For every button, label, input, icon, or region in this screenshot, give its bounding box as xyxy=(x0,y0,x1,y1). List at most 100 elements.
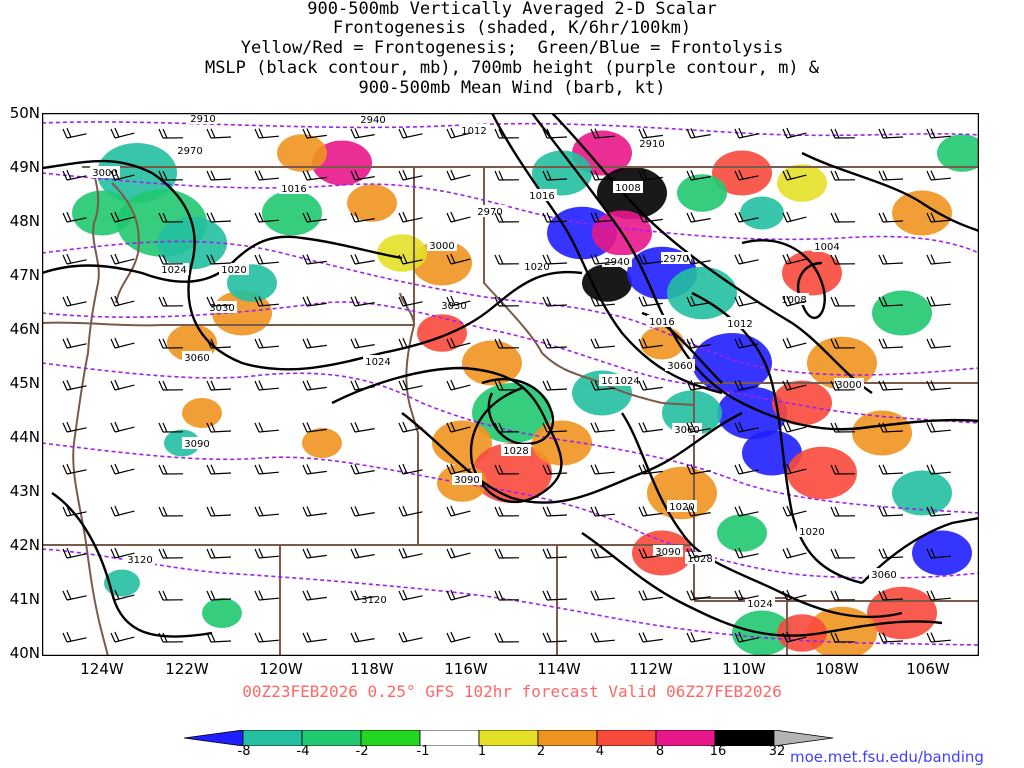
wind-barb xyxy=(638,548,663,559)
wind-barb xyxy=(62,211,87,223)
wind-barb xyxy=(62,421,87,433)
height-label-bg xyxy=(427,239,457,251)
wind-barb xyxy=(542,254,568,265)
wind-barb xyxy=(206,422,232,433)
wind-barb xyxy=(494,632,520,643)
coastline xyxy=(72,166,109,656)
wind-barb xyxy=(350,632,375,643)
wind-barb xyxy=(350,380,375,391)
shading-cell xyxy=(787,446,857,500)
wind-barb xyxy=(446,631,471,643)
shading-cell xyxy=(417,314,467,352)
wind-barb xyxy=(830,632,856,643)
mslp-label: 1016 xyxy=(529,191,554,202)
wind-barb xyxy=(494,380,520,391)
wind-barb xyxy=(158,380,184,391)
wind-barb xyxy=(590,506,615,517)
mslp-label-bg xyxy=(459,124,489,136)
wind-barb xyxy=(926,632,951,643)
height-label: 3000 xyxy=(92,168,117,179)
wind-barb xyxy=(62,589,87,601)
wind-barb xyxy=(878,128,904,139)
wind-barb xyxy=(350,422,375,433)
wind-barb xyxy=(350,170,375,181)
wind-barb xyxy=(254,380,279,391)
wind-barb xyxy=(158,296,184,307)
wind-barb xyxy=(782,211,807,223)
wind-barb xyxy=(446,295,471,307)
height-label: 2910 xyxy=(639,139,664,150)
wind-barb xyxy=(350,590,375,601)
wind-barb xyxy=(782,379,807,391)
wind-barb xyxy=(494,170,520,181)
lat-label-43n: 43N xyxy=(9,482,40,500)
wind-barb xyxy=(62,463,87,475)
wind-barb xyxy=(782,547,807,559)
wind-barb xyxy=(590,170,615,181)
height-label-bg xyxy=(188,113,218,124)
wind-barb xyxy=(830,296,856,307)
wind-barb xyxy=(206,254,232,265)
wind-barb xyxy=(398,169,423,181)
wind-barb xyxy=(494,212,520,223)
wind-barb xyxy=(686,296,711,307)
wind-barb xyxy=(734,379,759,391)
wind-barb xyxy=(686,170,711,181)
wind-barb xyxy=(494,128,520,139)
wind-barb xyxy=(686,254,711,265)
wind-barb xyxy=(878,296,904,307)
wind-barb xyxy=(638,254,663,265)
source-url[interactable]: moe.met.fsu.edu/banding xyxy=(790,748,984,766)
height-label: 3060 xyxy=(667,361,692,372)
mslp-label: 1004 xyxy=(814,242,839,253)
mslp-label: 1008 xyxy=(615,183,640,194)
lon-label-118w: 118W xyxy=(350,660,394,678)
id-mt-border xyxy=(483,167,695,406)
wind-barb xyxy=(62,379,87,391)
wind-barb xyxy=(254,128,279,139)
frontogenesis-colorbar xyxy=(184,730,834,746)
wind-barb xyxy=(830,212,856,223)
mslp-label-bg xyxy=(522,260,552,272)
colorbar-label-minus4: -4 xyxy=(296,744,310,759)
wind-barb xyxy=(542,170,568,181)
wind-barb xyxy=(158,590,184,601)
wind-barb xyxy=(302,590,327,601)
shading-cell xyxy=(852,410,912,456)
height-label: 3000 xyxy=(429,241,454,252)
lat-label-45n: 45N xyxy=(9,374,40,392)
wind-barb xyxy=(782,127,807,139)
wind-barb xyxy=(878,212,904,223)
wind-barb xyxy=(590,380,615,391)
height-label-bg xyxy=(175,144,205,156)
wind-barb xyxy=(446,169,471,181)
shading-cell xyxy=(777,164,827,202)
shading-cell xyxy=(892,190,952,236)
shading-cell xyxy=(677,174,727,212)
lat-label-40n: 40N xyxy=(9,644,40,662)
height-label: 3060 xyxy=(871,570,896,581)
height-label: 2970 xyxy=(177,146,202,157)
height-label: 3030 xyxy=(209,303,234,314)
colorbar-label-2: 2 xyxy=(536,744,546,759)
wind-barb xyxy=(302,128,327,139)
wind-barb xyxy=(158,338,184,349)
mslp-label: 1012 xyxy=(461,126,486,137)
wind-barb xyxy=(158,212,184,223)
wind-barb xyxy=(350,212,375,223)
shading-cell xyxy=(807,606,877,656)
wind-barb xyxy=(926,296,951,307)
wind-barb xyxy=(926,590,951,601)
wind-barb xyxy=(686,548,711,559)
wind-barb xyxy=(158,128,184,139)
lon-label-114w: 114W xyxy=(537,660,581,678)
height-label-bg xyxy=(665,359,695,371)
wind-barb xyxy=(206,296,232,307)
mslp-label-bg xyxy=(279,182,309,194)
wind-barb xyxy=(302,296,327,307)
wind-barb xyxy=(878,464,904,475)
wind-barb xyxy=(350,254,375,265)
wind-barb xyxy=(638,422,663,433)
wind-barb xyxy=(446,505,471,517)
wind-barb xyxy=(830,464,856,475)
